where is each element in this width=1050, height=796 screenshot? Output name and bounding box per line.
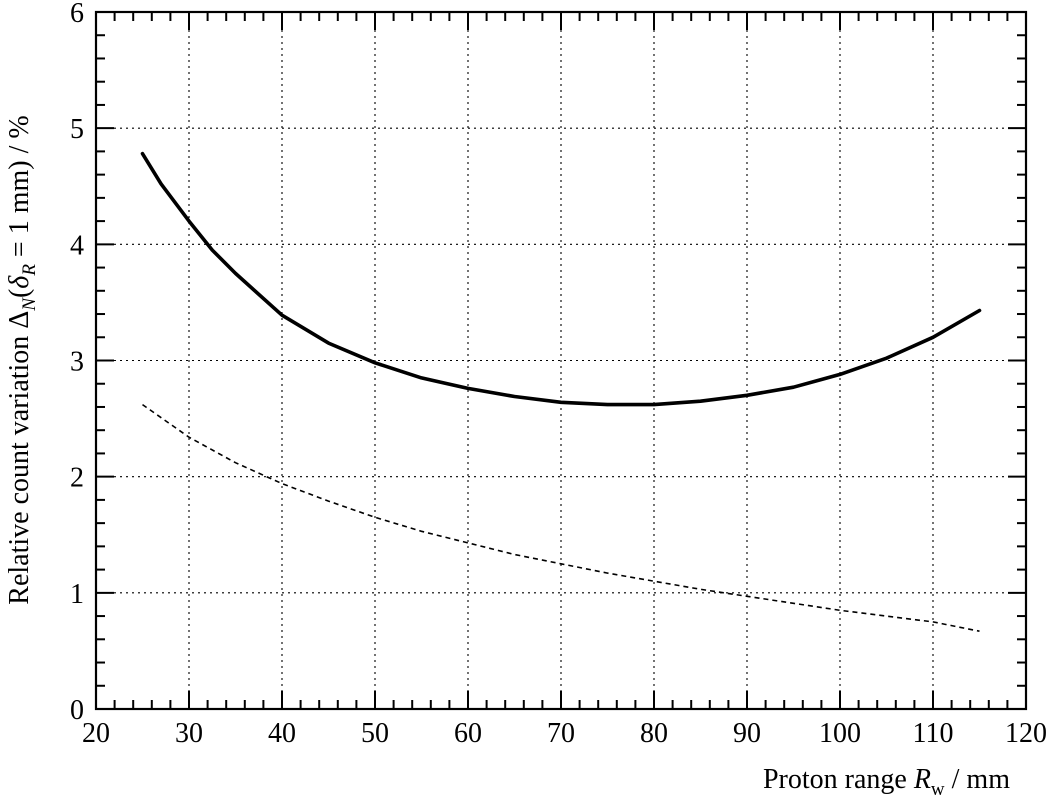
x-tick-label: 70	[547, 718, 575, 749]
y-tick-label: 6	[70, 0, 84, 29]
y-tick-label: 3	[70, 347, 84, 378]
y-tick-label: 2	[70, 463, 84, 494]
x-tick-label: 80	[640, 718, 668, 749]
x-tick-label: 40	[268, 718, 296, 749]
x-tick-label: 60	[454, 718, 482, 749]
x-tick-label: 50	[361, 718, 389, 749]
x-tick-label: 110	[913, 718, 954, 749]
x-tick-label: 120	[1005, 718, 1047, 749]
x-tick-label: 100	[819, 718, 861, 749]
y-tick-label: 1	[70, 579, 84, 610]
plot-frame	[94, 10, 1028, 711]
series-layer	[140, 151, 982, 632]
series-line-dashed	[142, 403, 980, 632]
x-tick-label: 30	[175, 718, 203, 749]
y-tick-label: 5	[70, 114, 84, 145]
x-tick-labels: 20 30 40 50 60 70 80 90 100 110 120	[82, 718, 1047, 749]
y-tick-label: 4	[70, 230, 84, 261]
y-tick-labels: 0 1 2 3 4 5 6	[70, 0, 84, 726]
y-tick-label: 0	[70, 695, 84, 726]
y-axis-title: Relative count variation ΔN(δR = 1 mm) /…	[4, 115, 40, 604]
grid	[96, 12, 1026, 709]
x-tick-label: 20	[82, 718, 110, 749]
x-axis-title: Proton range Rw / mm	[763, 764, 1010, 796]
series-line-solid	[140, 151, 982, 407]
x-tick-label: 90	[733, 718, 761, 749]
